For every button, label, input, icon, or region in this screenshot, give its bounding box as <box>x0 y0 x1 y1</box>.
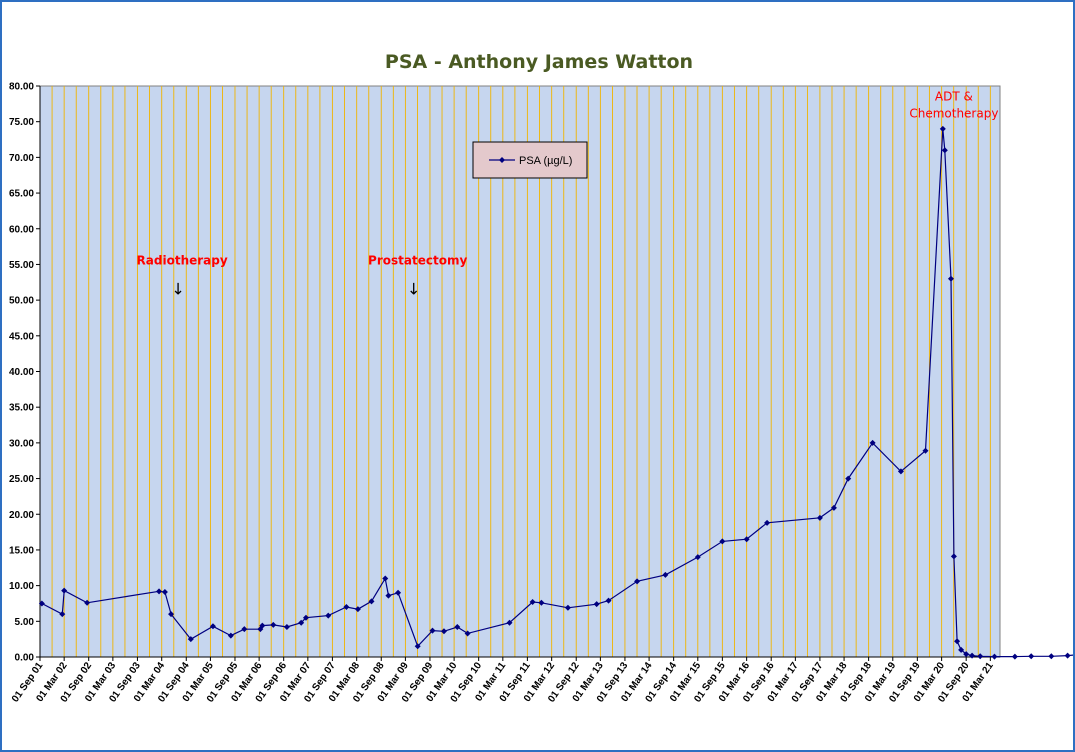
data-point <box>941 147 948 154</box>
data-point <box>368 598 375 605</box>
plot-area <box>39 85 1001 658</box>
legend-entry: PSA (µg/L) <box>519 155 572 167</box>
data-point <box>939 125 946 132</box>
data-point <box>830 504 837 511</box>
data-point <box>1028 653 1035 660</box>
annotation-label: Radiotherapy <box>137 253 228 267</box>
data-point <box>869 439 876 446</box>
y-tick-label: 5.00 <box>15 617 35 628</box>
data-point <box>564 604 571 611</box>
chart-title: PSA - Anthony James Watton <box>385 51 693 73</box>
y-tick-label: 30.00 <box>9 438 34 449</box>
data-point <box>845 475 852 482</box>
data-point <box>969 652 976 659</box>
data-point <box>605 597 612 604</box>
data-point <box>922 447 929 454</box>
data-point <box>954 638 961 645</box>
data-point <box>1064 652 1071 659</box>
y-tick-label: 65.00 <box>9 189 34 200</box>
data-point <box>156 588 163 595</box>
data-point <box>593 601 600 608</box>
data-point <box>662 571 669 578</box>
data-point <box>816 514 823 521</box>
data-point <box>414 643 421 650</box>
y-tick-label: 70.00 <box>9 153 34 164</box>
data-point <box>227 632 234 639</box>
down-arrow-icon: ↓ <box>407 279 420 298</box>
y-tick-label: 25.00 <box>9 474 34 485</box>
data-point <box>958 646 965 653</box>
data-point <box>1048 653 1055 660</box>
data-point <box>440 628 447 635</box>
y-tick-label: 20.00 <box>9 510 34 521</box>
data-point <box>302 614 309 621</box>
data-point <box>897 468 904 475</box>
data-point <box>454 624 461 631</box>
data-point <box>506 619 513 626</box>
y-tick-label: 50.00 <box>9 296 34 307</box>
data-point <box>343 604 350 611</box>
data-point <box>354 606 361 613</box>
y-tick-label: 15.00 <box>9 545 34 556</box>
y-tick-label: 80.00 <box>9 82 34 93</box>
data-point <box>241 626 248 633</box>
annotation-label: Prostatectomy <box>368 253 467 267</box>
data-point <box>283 624 290 631</box>
y-tick-label: 10.00 <box>9 581 34 592</box>
data-point <box>950 553 957 560</box>
data-point <box>38 600 45 607</box>
data-point <box>743 536 750 543</box>
data-point <box>382 575 389 582</box>
y-tick-label: 40.00 <box>9 367 34 378</box>
data-point <box>991 653 998 660</box>
data-point <box>161 589 168 596</box>
data-point <box>719 538 726 545</box>
y-tick-label: 60.00 <box>9 224 34 235</box>
data-point <box>1011 653 1018 660</box>
data-point <box>325 612 332 619</box>
data-point <box>84 599 91 606</box>
legend-swatch-marker <box>499 157 505 163</box>
data-point <box>464 630 471 637</box>
data-point <box>538 599 545 606</box>
y-tick-label: 35.00 <box>9 403 34 414</box>
data-point <box>187 636 194 643</box>
y-tick-label: 75.00 <box>9 117 34 128</box>
data-point <box>429 627 436 634</box>
data-point <box>298 619 305 626</box>
data-point <box>259 622 266 629</box>
y-tick-label: 55.00 <box>9 260 34 271</box>
y-tick-label: 0.00 <box>15 653 35 664</box>
data-point <box>168 611 175 618</box>
y-tick-label: 45.00 <box>9 331 34 342</box>
data-point <box>947 275 954 282</box>
data-point <box>385 592 392 599</box>
data-point <box>963 651 970 658</box>
data-point <box>977 653 984 660</box>
data-point <box>529 599 536 606</box>
data-point <box>61 587 68 594</box>
data-point <box>764 519 771 526</box>
data-point <box>694 554 701 561</box>
down-arrow-icon: ↓ <box>171 279 184 298</box>
annotation-label: ADT & <box>935 89 973 103</box>
annotation-label: Chemotherapy <box>909 106 998 120</box>
data-point <box>209 623 216 630</box>
data-point <box>634 578 641 585</box>
chart-legend: PSA (µg/L) <box>472 141 588 179</box>
data-point <box>59 611 66 618</box>
data-point <box>270 621 277 628</box>
data-point <box>395 589 402 596</box>
